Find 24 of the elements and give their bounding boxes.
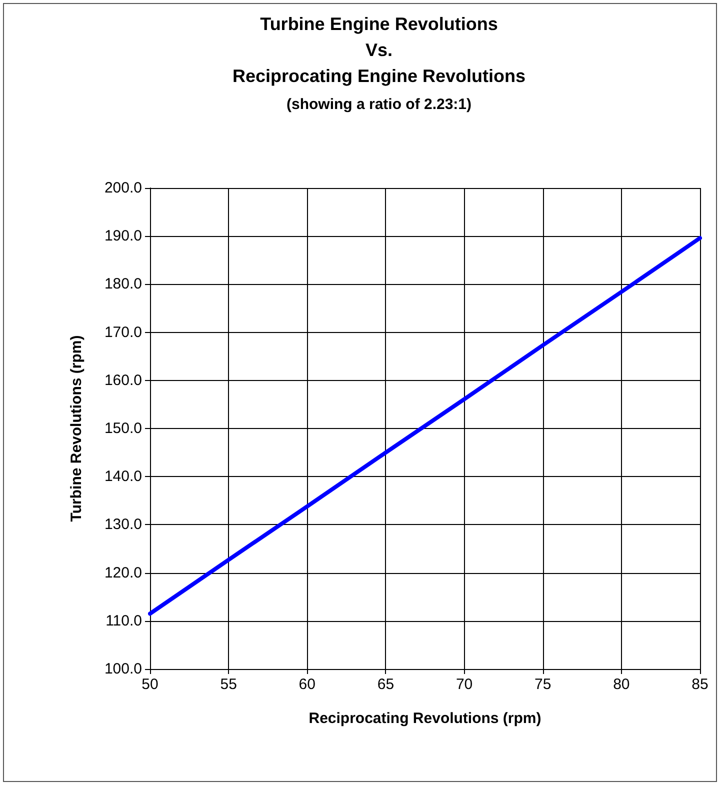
chart-subtitle: (showing a ratio of 2.23:1) — [286, 96, 472, 113]
y-tick-label: 150.0 — [104, 420, 142, 437]
y-tick-label: 190.0 — [104, 228, 142, 245]
y-tick-label: 130.0 — [104, 516, 142, 534]
line-series — [148, 236, 702, 616]
y-tick-label: 140.0 — [104, 468, 142, 486]
x-tick-label: 80 — [613, 676, 630, 693]
y-tick-label: 170.0 — [104, 324, 142, 341]
chart-title: Turbine Engine Revolutions Vs. Reciprocating Engine Revolutions — [232, 14, 526, 86]
y-tick-label: 160.0 — [104, 372, 142, 389]
y-tick-label: 100.0 — [104, 660, 142, 678]
y-tick-label: 120.0 — [104, 564, 142, 582]
x-tick-label: 50 — [142, 676, 158, 693]
y-tick-label: 180.0 — [104, 276, 142, 293]
y-axis-title: Turbine Revolutions (rpm) — [68, 335, 85, 522]
y-tick-label: 200.0 — [104, 180, 142, 196]
x-tick-label: 55 — [220, 676, 237, 693]
x-tick-label: 75 — [534, 676, 552, 693]
x-axis-title: Reciprocating Revolutions (rpm) — [308, 710, 542, 727]
y-tick-label: 110.0 — [106, 612, 142, 630]
x-tick-label: 70 — [456, 676, 473, 693]
x-tick-label: 65 — [377, 676, 394, 693]
x-tick-label: 85 — [692, 676, 708, 693]
x-tick-label: 60 — [298, 676, 316, 693]
